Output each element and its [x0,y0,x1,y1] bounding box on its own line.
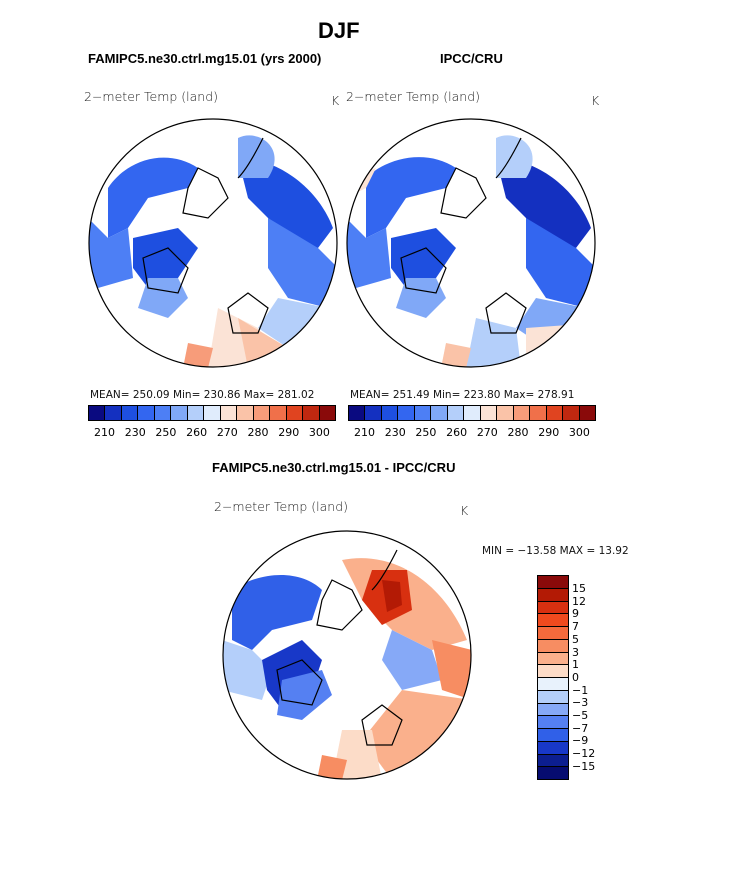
left-colorbar-swatch [204,406,221,420]
colorbar-tick: 5 [572,632,579,646]
left-colorbar-swatch [286,406,304,420]
diff-polar-map [222,530,472,780]
right-colorbar-swatch [579,406,596,420]
colorbar-tick: 290 [538,426,560,439]
right-subtitle: IPCC/CRU [440,51,503,66]
colorbar-tick: 0 [572,670,579,684]
diff-colorbar-swatch [538,627,568,640]
left-colorbar [88,405,336,421]
diff-colorbar-swatch [538,678,568,691]
left-subtitle: FAMIPC5.ne30.ctrl.mg15.01 (yrs 2000) [88,51,322,66]
colorbar-tick: 260 [446,426,468,439]
colorbar-tick: 280 [507,426,529,439]
diff-stats: MIN = −13.58 MAX = 13.92 [482,545,629,557]
right-variable-label: 2−meter Temp (land) [346,89,481,104]
colorbar-tick: 230 [384,426,406,439]
right-colorbar-swatch [530,406,547,420]
right-colorbar-swatch [398,406,415,420]
colorbar-tick: −5 [572,709,589,723]
colorbar-tick: 210 [354,426,375,439]
colorbar-tick: 12 [572,594,586,608]
colorbar-tick: 9 [572,607,579,621]
right-colorbar-swatch [414,406,432,420]
colorbar-tick: −7 [572,721,589,735]
colorbar-tick: 300 [308,426,330,439]
left-colorbar-swatch [89,406,106,420]
diff-variable-label: 2−meter Temp (land) [214,499,349,514]
diff-colorbar-swatch [538,639,568,653]
diff-colorbar-swatch [538,767,568,779]
diff-colorbar-swatch [538,588,568,602]
left-colorbar-swatch [105,406,122,420]
right-colorbar-swatch [563,406,580,420]
right-colorbar-swatch [480,406,498,420]
colorbar-tick: −12 [572,747,596,761]
left-colorbar-ticks: 210 230 250 260 270 280 290 300 [94,426,330,439]
colorbar-tick: 7 [572,620,579,634]
left-colorbar-swatch [220,406,238,420]
right-colorbar-swatch [497,406,514,420]
left-colorbar-swatch [171,406,188,420]
left-colorbar-swatch [154,406,172,420]
colorbar-tick: 260 [186,426,208,439]
left-colorbar-swatch [319,406,336,420]
colorbar-tick: −9 [572,734,589,748]
diff-colorbar-swatch [538,614,568,627]
diff-colorbar-swatch [538,703,568,717]
colorbar-tick: 15 [572,582,586,595]
left-polar-map [88,118,338,368]
diff-units-label: K [460,503,469,518]
diff-colorbar [537,575,569,780]
right-colorbar-swatch [464,406,481,420]
colorbar-tick: 1 [572,658,579,672]
colorbar-tick: 300 [568,426,590,439]
diff-colorbar-swatch [538,601,568,615]
diff-subtitle: FAMIPC5.ne30.ctrl.mg15.01 - IPCC/CRU [212,460,456,475]
colorbar-tick: −1 [572,683,589,697]
right-colorbar-swatch [546,406,564,420]
right-colorbar-swatch [447,406,465,420]
right-colorbar-swatch [513,406,531,420]
colorbar-tick: 210 [94,426,115,439]
colorbar-tick: 250 [415,426,437,439]
left-colorbar-swatch [237,406,254,420]
left-colorbar-swatch [138,406,155,420]
left-colorbar-swatch [121,406,139,420]
right-colorbar-swatch [431,406,448,420]
left-colorbar-swatch [270,406,287,420]
left-colorbar-swatch [253,406,271,420]
colorbar-tick: −15 [572,759,596,773]
diff-colorbar-swatch [538,729,568,742]
colorbar-tick: 270 [216,426,238,439]
colorbar-tick: 280 [247,426,269,439]
right-colorbar-ticks: 210 230 250 260 270 280 290 300 [354,426,590,439]
right-colorbar-swatch [349,406,366,420]
right-polar-map [346,118,596,368]
right-units-label: K [591,93,600,108]
colorbar-tick: 290 [278,426,300,439]
colorbar-tick: 250 [155,426,177,439]
diff-colorbar-swatch [538,754,568,768]
diff-colorbar-swatch [538,665,568,678]
diff-colorbar-swatch [538,716,568,729]
left-colorbar-swatch [303,406,320,420]
left-colorbar-swatch [187,406,205,420]
diff-colorbar-swatch [538,576,568,589]
right-colorbar [348,405,596,421]
diff-colorbar-swatch [538,741,568,755]
right-colorbar-swatch [381,406,399,420]
figure-title: DJF [318,18,360,43]
diff-colorbar-swatch [538,652,568,666]
right-colorbar-swatch [365,406,382,420]
left-variable-label: 2−meter Temp (land) [84,89,219,104]
diff-colorbar-swatch [538,690,568,704]
left-units-label: K [331,93,340,108]
left-stats: MEAN= 250.09 Min= 230.86 Max= 281.02 [90,389,315,401]
colorbar-tick: 3 [572,645,579,659]
colorbar-tick: −3 [572,696,589,710]
colorbar-tick: 230 [124,426,146,439]
colorbar-tick: 270 [476,426,498,439]
right-stats: MEAN= 251.49 Min= 223.80 Max= 278.91 [350,389,575,401]
diff-colorbar-ticks: 15 12 9 7 5 3 1 0 −1 −3 −5 −7 −9 −12 −15 [572,582,596,774]
